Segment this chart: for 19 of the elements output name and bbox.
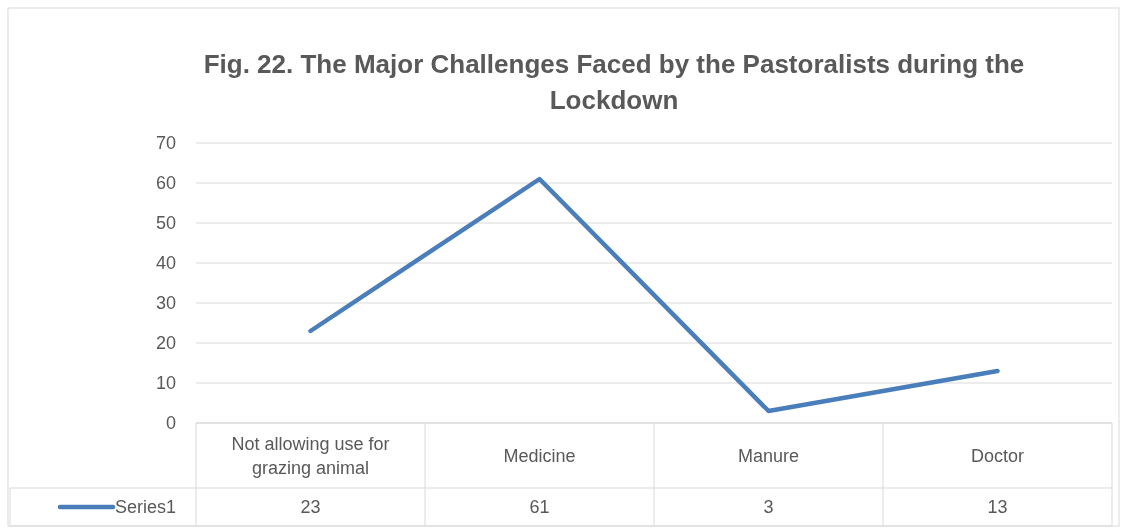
x-tick-label: Medicine	[503, 445, 576, 466]
y-tick-label: 20	[155, 333, 176, 354]
y-tick-label: 0	[165, 413, 176, 434]
data-label: 23	[300, 497, 321, 518]
data-label: 3	[763, 497, 774, 518]
x-tick-label: Not allowing use for grazing animal	[231, 433, 390, 478]
x-tick-label: Doctor	[970, 445, 1025, 466]
y-tick-label: 40	[155, 253, 176, 274]
chart-title: Fig. 22. The Major Challenges Faced by the Pastoralists during the Lockdown	[203, 49, 1025, 115]
y-tick-label: 50	[155, 213, 176, 234]
x-tick-label: Manure	[737, 445, 800, 466]
data-label: 61	[529, 497, 550, 518]
y-tick-label: 60	[155, 173, 176, 194]
line-series	[308, 176, 1000, 414]
legend-label: Series1	[115, 497, 177, 518]
y-tick-label: 10	[155, 373, 176, 394]
y-tick-label: 70	[155, 133, 176, 154]
data-label: 13	[987, 497, 1008, 518]
y-tick-label: 30	[155, 293, 176, 314]
